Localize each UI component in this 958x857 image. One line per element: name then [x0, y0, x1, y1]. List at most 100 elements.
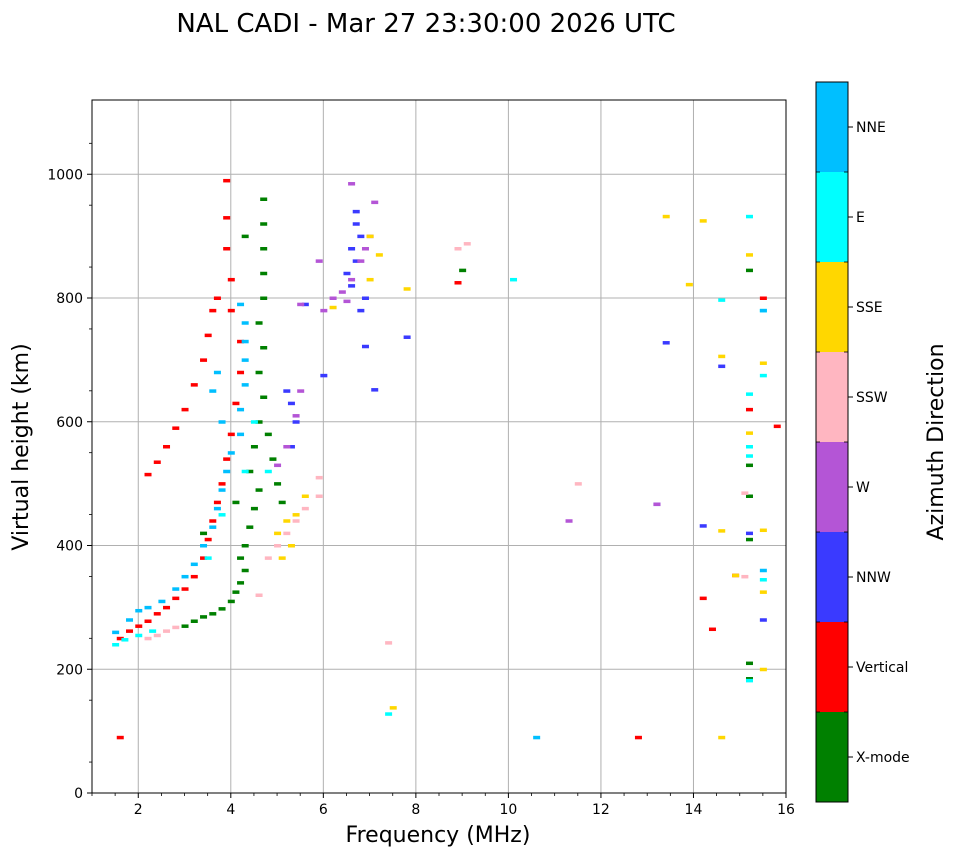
data-point-e [385, 712, 393, 716]
data-point-x-mode [255, 321, 263, 325]
data-point-nne [223, 469, 231, 474]
data-point-e [759, 578, 767, 582]
data-point-x-mode [227, 599, 235, 604]
data-point-nnw [699, 524, 707, 528]
data-point-sse [759, 528, 767, 533]
data-point-ssw [385, 641, 393, 645]
data-point-vertical [181, 587, 189, 591]
data-point-sse [718, 529, 726, 533]
data-point-nnw [371, 388, 379, 392]
colorbar: X-mode Vertical NNW W SSW SSE E NNE [815, 81, 910, 803]
data-point-vertical [135, 624, 143, 628]
colorbar-segment-x-mode [816, 712, 848, 802]
data-point-w [297, 389, 305, 393]
data-point-ssw [264, 556, 272, 560]
data-point-x-mode [218, 607, 226, 611]
data-point-sse [718, 735, 726, 740]
data-point-ssw [574, 482, 582, 486]
data-point-vertical [116, 636, 124, 641]
data-point-e [745, 678, 753, 683]
data-point-x-mode [274, 482, 282, 486]
data-point-sse [718, 354, 726, 359]
data-point-e [121, 638, 129, 642]
colorbar-tick-label: W [856, 480, 870, 496]
data-point-vertical [223, 178, 231, 183]
data-point-e [759, 373, 767, 378]
data-point-sse [292, 513, 300, 517]
data-point-sse [301, 494, 309, 498]
colorbar-segment-sse [816, 262, 848, 352]
data-point-sse [375, 253, 383, 257]
data-point-nnw [343, 271, 351, 276]
data-point-vertical [204, 333, 212, 338]
data-point-nne [218, 420, 226, 424]
colorbar-segment-e [816, 172, 848, 262]
data-point-nne [172, 587, 180, 591]
data-point-ssw [274, 544, 282, 548]
data-point-x-mode [269, 457, 277, 461]
colorbar-segment-nnw [816, 532, 848, 622]
x-tick-label: 4 [226, 802, 235, 818]
data-point-nnw [718, 364, 726, 369]
data-point-vertical [218, 482, 226, 486]
data-point-vertical [708, 627, 716, 632]
data-point-nne [209, 389, 217, 393]
data-point-vertical [200, 358, 208, 362]
data-point-nnw [348, 247, 356, 251]
data-point-vertical [634, 735, 642, 740]
data-point-w [348, 277, 356, 282]
data-point-x-mode [241, 568, 249, 573]
data-point-x-mode [745, 661, 753, 666]
data-point-x-mode [255, 420, 263, 424]
data-point-vertical [153, 460, 161, 464]
data-point-vertical [223, 247, 231, 251]
data-point-sse [274, 531, 282, 536]
data-point-x-mode [250, 506, 258, 511]
data-point-ssw [292, 519, 300, 523]
y-tick-label: 200 [56, 662, 83, 678]
data-point-e [250, 420, 258, 424]
data-point-vertical [190, 574, 198, 579]
data-point-nnw [357, 234, 365, 239]
data-point-nne [241, 358, 249, 362]
data-point-vertical [163, 605, 171, 610]
colorbar-tick-label: E [856, 210, 865, 226]
data-point-x-mode [260, 395, 268, 399]
data-point-sse [745, 431, 753, 435]
data-point-vertical [126, 629, 134, 633]
data-point-nne [213, 506, 221, 511]
data-point-e [204, 556, 212, 560]
y-tick-label: 1000 [47, 167, 83, 183]
data-point-x-mode [200, 615, 208, 619]
data-point-nnw [759, 618, 767, 622]
data-point-ssw [315, 494, 323, 498]
data-point-nne [190, 562, 198, 567]
data-point-nnw [320, 373, 328, 378]
data-point-sse [283, 519, 291, 523]
data-points [112, 178, 781, 740]
data-point-nnw [292, 420, 300, 424]
data-point-x-mode [241, 544, 249, 548]
colorbar-segment-vertical [816, 622, 848, 712]
data-point-e [264, 469, 272, 474]
data-point-w [653, 502, 661, 507]
data-point-vertical [227, 277, 235, 282]
data-point-w [343, 299, 351, 304]
data-point-ssw [301, 506, 309, 511]
data-point-x-mode [237, 556, 245, 560]
data-point-sse [278, 556, 286, 560]
data-point-vertical [773, 424, 781, 429]
data-point-vertical [213, 500, 221, 505]
data-point-ssw [741, 491, 749, 495]
data-point-vertical [181, 407, 189, 412]
data-point-sse [759, 361, 767, 365]
data-point-ssw [741, 574, 749, 579]
data-point-nne [759, 568, 767, 573]
data-point-vertical [759, 296, 767, 300]
data-point-nne [759, 308, 767, 313]
data-point-vertical [200, 556, 208, 560]
data-point-vertical [209, 308, 217, 313]
data-point-nne [241, 321, 249, 325]
data-point-ssw [315, 475, 323, 480]
